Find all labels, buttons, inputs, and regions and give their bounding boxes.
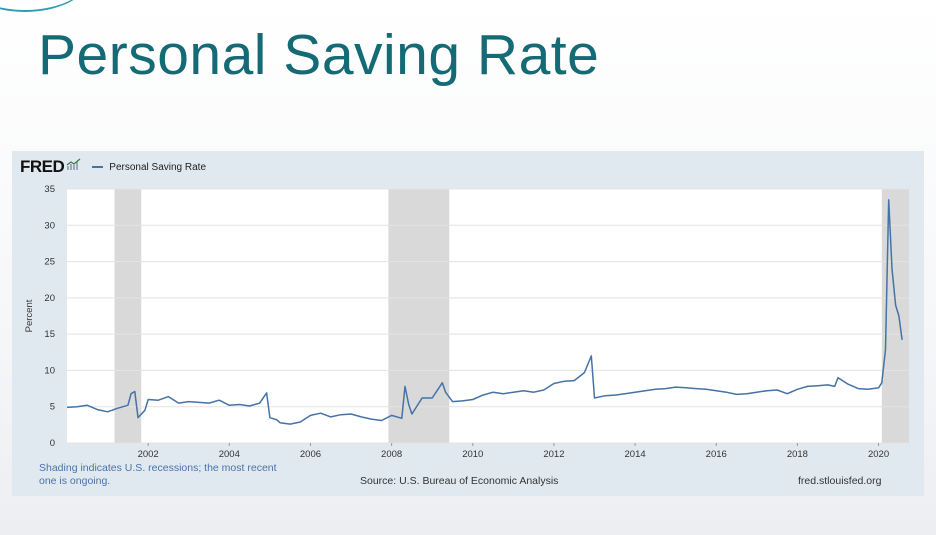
- slide-title: Personal Saving Rate: [38, 23, 600, 87]
- legend-swatch: [92, 166, 104, 168]
- y-tick-label: 15: [44, 329, 55, 340]
- legend-label: Personal Saving Rate: [109, 161, 207, 173]
- y-tick-label: 35: [44, 184, 55, 195]
- fred-header: FRED Personal Saving Rate: [20, 157, 206, 177]
- legend-item: Personal Saving Rate: [92, 162, 206, 173]
- x-tick-label: 2016: [706, 449, 727, 460]
- y-tick-label: 20: [44, 293, 55, 304]
- decorative-arc: [0, 0, 90, 12]
- series-line-personal-saving-rate: [66, 199, 903, 425]
- source-credit: Source: U.S. Bureau of Economic Analysis: [360, 475, 559, 487]
- y-tick-label: 5: [50, 402, 55, 413]
- x-tick-label: 2006: [300, 449, 321, 460]
- fred-logo[interactable]: FRED: [20, 157, 65, 176]
- x-tick-label: 2008: [381, 449, 402, 460]
- y-axis-label: Percent: [24, 299, 35, 332]
- y-tick-label: 25: [44, 257, 55, 268]
- y-tick-label: 0: [50, 438, 55, 449]
- fred-chart-panel: 0 5 10 15 20 25 30 35 2002 2004 2006 2008 2010 2012 20…: [12, 151, 924, 496]
- x-tick-label: 2012: [543, 449, 564, 460]
- fred-site-link[interactable]: fred.stlouisfed.org: [798, 475, 882, 487]
- x-tick-label: 2010: [462, 449, 483, 460]
- line-chart: 0 5 10 15 20 25 30 35 2002 2004 2006 2008 2010 2012 20…: [24, 184, 909, 460]
- x-tick-label: 2020: [868, 449, 889, 460]
- x-tick-label: 2002: [138, 449, 159, 460]
- fred-chart-logo-icon: [66, 158, 83, 176]
- x-tick-label: 2004: [219, 449, 240, 460]
- recession-band: [388, 189, 450, 443]
- x-tick-label: 2018: [787, 449, 808, 460]
- recession-shading-note: Shading indicates U.S. recessions; the m…: [39, 462, 277, 487]
- y-tick-label: 30: [44, 220, 55, 231]
- recession-band: [114, 189, 142, 443]
- plot-area: [67, 189, 909, 443]
- x-tick-label: 2014: [625, 449, 646, 460]
- y-tick-label: 10: [44, 365, 55, 376]
